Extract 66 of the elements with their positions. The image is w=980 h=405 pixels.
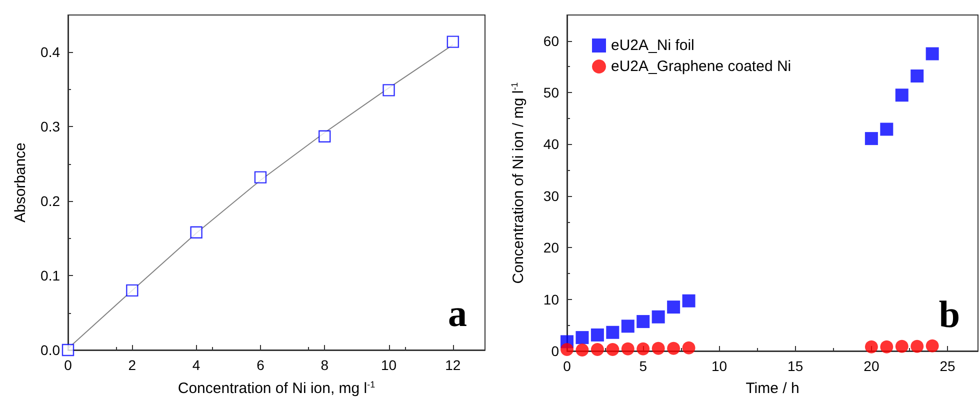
point <box>254 171 267 184</box>
x-tick-label: 15 <box>788 358 804 374</box>
point <box>606 326 620 339</box>
y-tick-label: 0.3 <box>40 118 60 135</box>
point <box>880 340 894 354</box>
point <box>606 342 620 356</box>
legend-label: eU2A_Ni foil <box>611 37 694 54</box>
point <box>126 284 138 297</box>
y-tick-label: 40 <box>543 136 560 152</box>
y-tick-label: 60 <box>543 32 560 49</box>
y-tick-label: 20 <box>543 240 560 256</box>
x-tick-label: 12 <box>445 357 461 373</box>
point <box>190 226 202 238</box>
y-axis-title: Absorbance <box>12 142 29 223</box>
x-tick-label: 5 <box>639 358 648 374</box>
point <box>446 36 460 48</box>
y-tick-label: 0.2 <box>40 193 60 210</box>
annotation: a <box>448 293 467 335</box>
point <box>590 328 604 342</box>
point <box>636 315 650 328</box>
point <box>590 342 604 356</box>
y-tick-label: 0.0 <box>40 342 60 358</box>
annotation: b <box>938 294 960 336</box>
y-tick-label: 30 <box>543 188 560 204</box>
point <box>682 341 696 354</box>
x-tick-label: 6 <box>256 357 265 373</box>
x-tick-label: 20 <box>864 358 880 374</box>
point <box>318 130 331 142</box>
x-axis-title: Time / h <box>746 380 800 397</box>
x-tick-label: 10 <box>711 358 728 374</box>
y-tick-label: 0 <box>551 343 560 359</box>
point <box>62 344 74 356</box>
x-tick-label: 25 <box>940 358 956 374</box>
point <box>652 342 665 355</box>
point <box>621 320 634 333</box>
point <box>864 132 878 146</box>
point <box>667 342 680 355</box>
point <box>621 342 634 356</box>
y-tick-label: 50 <box>543 84 560 101</box>
point <box>636 342 650 356</box>
point <box>895 88 908 102</box>
point <box>382 84 395 96</box>
point <box>926 339 939 352</box>
x-tick-label: 2 <box>128 357 136 373</box>
y-tick-label: 10 <box>543 291 560 308</box>
y-tick-label: 0.1 <box>40 268 60 284</box>
y-tick-label: 0.4 <box>40 44 60 60</box>
x-tick-label: 0 <box>563 358 572 374</box>
point <box>895 340 908 353</box>
x-tick-label: 4 <box>192 357 200 373</box>
x-tick-label: 0 <box>64 357 72 373</box>
point <box>682 294 696 308</box>
point <box>576 343 589 356</box>
x-tick-label: 10 <box>380 357 397 373</box>
point <box>652 310 665 324</box>
point <box>667 300 680 314</box>
point <box>880 122 894 136</box>
point <box>926 47 939 60</box>
y-axis-title: Concentration of Ni ion / mg l-1 <box>510 82 527 284</box>
x-tick-label: 8 <box>320 357 329 373</box>
legend-label: eU2A_Graphene coated Ni <box>611 58 792 75</box>
point <box>576 331 589 344</box>
point <box>910 340 924 353</box>
point <box>910 69 924 82</box>
point <box>560 342 574 356</box>
point <box>864 340 878 354</box>
